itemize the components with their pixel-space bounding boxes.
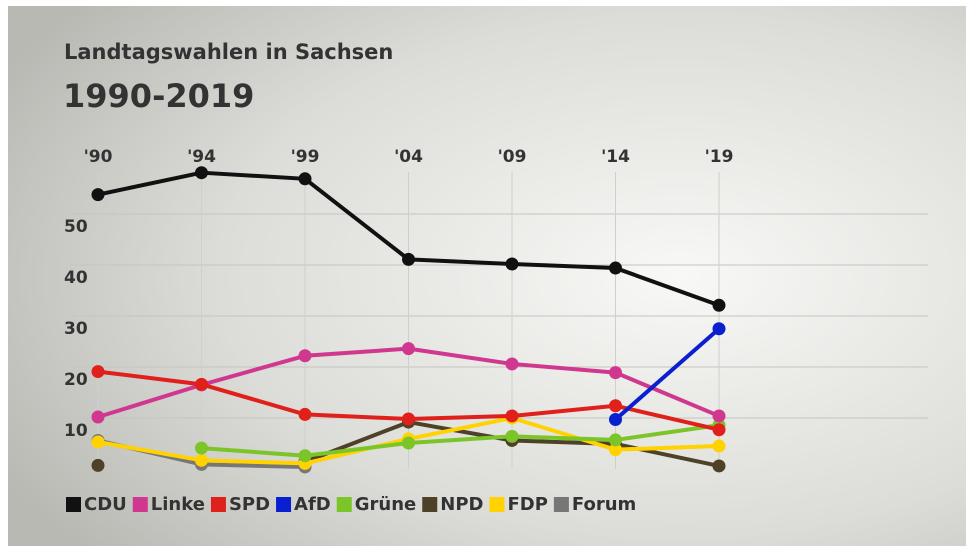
- data-point: [298, 407, 312, 421]
- data-point: [195, 441, 208, 455]
- data-point: [195, 166, 208, 180]
- data-point: [505, 357, 519, 371]
- data-point: [91, 458, 105, 472]
- data-point: [712, 423, 726, 437]
- data-point: [712, 322, 726, 336]
- y-tick-label: 10: [64, 421, 88, 441]
- y-tick-label: 20: [64, 370, 88, 390]
- data-point: [609, 399, 622, 413]
- data-point: [609, 433, 622, 447]
- data-point: [712, 298, 726, 312]
- legend-swatch: [132, 497, 148, 512]
- y-tick-label: 50: [64, 217, 88, 237]
- data-point: [91, 188, 105, 202]
- series-line: [614, 327, 721, 422]
- legend-label: Forum: [572, 494, 636, 515]
- legend-swatch: [336, 497, 352, 512]
- legend-label: Grüne: [355, 494, 417, 515]
- x-tick-label: '09: [498, 147, 527, 167]
- legend-label: FDP: [507, 494, 547, 515]
- legend-label: Linke: [151, 494, 205, 515]
- data-point: [91, 365, 105, 379]
- x-tick-label: '90: [84, 147, 113, 167]
- data-point: [505, 409, 519, 423]
- data-point: [91, 435, 105, 449]
- x-tick-label: '94: [187, 147, 216, 167]
- data-point: [609, 366, 622, 380]
- legend-label: NPD: [440, 494, 483, 515]
- data-point: [402, 252, 415, 266]
- legend-swatch: [66, 497, 81, 512]
- data-point: [298, 349, 312, 363]
- legend-swatch: [553, 497, 569, 512]
- chart-title: Landtagswahlen in Sachsen: [64, 40, 393, 64]
- x-tick-label: '19: [705, 147, 734, 167]
- data-point: [298, 449, 312, 463]
- legend-label: SPD: [229, 494, 270, 515]
- series-line: [201, 423, 720, 458]
- x-tick-label: '14: [601, 147, 630, 167]
- legend-swatch: [210, 497, 226, 512]
- data-point: [402, 412, 415, 426]
- data-point: [712, 459, 726, 473]
- data-point: [298, 172, 312, 186]
- data-point: [91, 410, 105, 424]
- y-tick-label: 30: [64, 319, 88, 339]
- data-point: [609, 443, 622, 457]
- data-point: [195, 377, 208, 391]
- data-point: [712, 409, 726, 423]
- data-point: [505, 429, 519, 443]
- x-tick-label: '99: [291, 147, 320, 167]
- x-tick-label: '04: [394, 147, 423, 167]
- legend-swatch: [276, 497, 292, 512]
- data-point: [712, 439, 726, 453]
- y-tick-label: 40: [64, 268, 88, 288]
- data-point: [609, 261, 622, 275]
- chart-subtitle: 1990-2019: [63, 77, 254, 115]
- legend-swatch: [422, 497, 438, 512]
- legend-label: CDU: [84, 494, 127, 515]
- legend-swatch: [489, 497, 505, 512]
- legend-label: AfD: [294, 494, 331, 515]
- data-point: [195, 453, 208, 467]
- data-point: [402, 342, 415, 356]
- data-point: [609, 413, 622, 427]
- data-point: [402, 436, 415, 450]
- data-point: [505, 257, 519, 271]
